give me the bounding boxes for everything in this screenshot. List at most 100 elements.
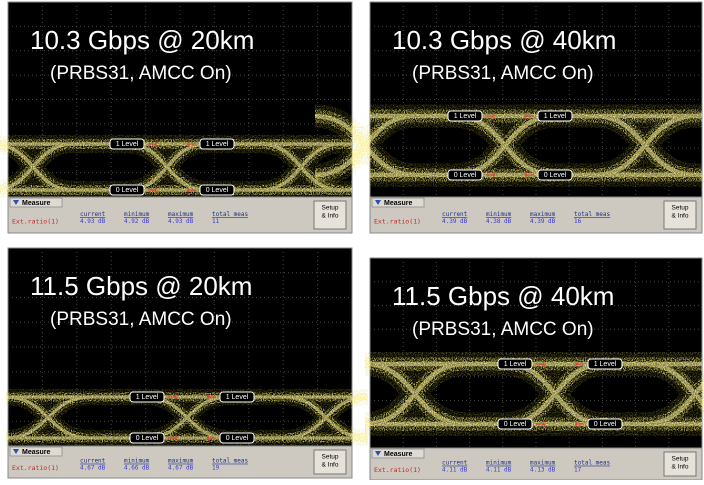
measure-value: 11	[212, 218, 220, 225]
level-marker-label: 0 Level	[206, 187, 229, 194]
level-marker-label: 1 Level	[544, 113, 567, 120]
measure-header: total meas	[212, 458, 249, 465]
scope-panel: 10.3 Gbps @ 40km (PRBS31, AMCC On) 1 Level…	[314, 1, 703, 234]
eye-trace-core	[5, 395, 369, 440]
level-marker-label: 1 Level	[116, 141, 139, 148]
measure-value: 4.66 dB	[124, 465, 150, 472]
scope-panel: 10.3 Gbps @ 20km (PRBS31, AMCC On) 1 Level…	[0, 1, 353, 234]
setup-button-label[interactable]: & Info	[672, 213, 689, 220]
measure-tab-label[interactable]: Measure	[22, 200, 51, 207]
measure-bar	[369, 447, 703, 481]
eye-diagram	[314, 104, 702, 187]
level-marker-label: 0 Level	[226, 435, 249, 442]
measure-value: 4.67 dB	[168, 465, 194, 472]
eye-trace-core	[0, 142, 352, 192]
level-marker-box	[219, 391, 255, 403]
panel-title: 11.5 Gbps @ 20km	[30, 271, 252, 301]
eye-diagram	[5, 388, 369, 447]
level-marker-label: 1 Level	[226, 394, 249, 401]
measure-value: 4.67 dB	[80, 465, 106, 472]
panel-subtitle: (PRBS31, AMCC On)	[50, 63, 232, 84]
measure-tab-label[interactable]: Measure	[22, 449, 51, 456]
measure-header: minimum	[486, 460, 512, 467]
level-marker-box	[497, 358, 533, 370]
setup-button-label[interactable]: & Info	[322, 462, 339, 469]
setup-button-label[interactable]: & Info	[672, 464, 689, 471]
level-marker-box	[537, 169, 573, 181]
setup-button[interactable]	[313, 200, 347, 230]
level-marker-label: 1 Level	[454, 113, 477, 120]
measure-tab	[371, 197, 425, 208]
measure-header: total meas	[574, 460, 611, 467]
measurement-name: Ext.ratio(1)	[12, 218, 59, 226]
measure-header: minimum	[124, 458, 150, 465]
level-marker-box	[447, 169, 483, 181]
level-marker-box	[447, 110, 483, 122]
scope-panel: 11.5 Gbps @ 40km (PRBS31, AMCC On) 1 Level…	[364, 257, 704, 481]
measure-header: total meas	[212, 211, 249, 218]
setup-button[interactable]	[663, 200, 697, 230]
measure-tab	[371, 448, 425, 459]
level-marker-label: 0 Level	[136, 435, 159, 442]
measure-value: 4.39 dB	[530, 218, 556, 225]
setup-button-label[interactable]: Setup	[672, 456, 689, 463]
scope-panel: 11.5 Gbps @ 20km (PRBS31, AMCC On) 1 Level…	[5, 247, 369, 479]
eye-diagram	[0, 134, 352, 200]
measure-tab-label[interactable]: Measure	[384, 451, 413, 458]
level-marker-label: 1 Level	[594, 361, 617, 368]
measure-header: current	[80, 211, 106, 218]
level-marker-label: 0 Level	[594, 421, 617, 428]
panel-subtitle: (PRBS31, AMCC On)	[50, 309, 232, 330]
level-marker-box	[199, 184, 235, 196]
measure-header: maximum	[168, 211, 194, 218]
setup-button-label[interactable]: Setup	[322, 205, 339, 212]
panel-subtitle: (PRBS31, AMCC On)	[412, 63, 594, 84]
measure-header: current	[442, 211, 468, 218]
measure-value: 17	[574, 467, 582, 474]
setup-button-label[interactable]: & Info	[322, 213, 339, 220]
measurement-name: Ext.ratio(1)	[374, 218, 421, 226]
panel-subtitle: (PRBS31, AMCC On)	[412, 319, 594, 340]
setup-button-label[interactable]: Setup	[672, 205, 689, 212]
measure-value: 4.38 dB	[486, 218, 512, 225]
measure-tab-label[interactable]: Measure	[384, 200, 413, 207]
measure-header: maximum	[530, 460, 556, 467]
level-marker-box	[219, 432, 255, 444]
measure-value: 4.39 dB	[442, 218, 468, 225]
setup-button[interactable]	[313, 449, 347, 475]
level-marker-label: 1 Level	[136, 394, 159, 401]
measure-header: minimum	[124, 211, 150, 218]
measure-bar	[7, 445, 353, 479]
panel-title: 11.5 Gbps @ 40km	[392, 281, 614, 311]
level-marker-box	[129, 391, 165, 403]
measurement-name: Ext.ratio(1)	[12, 464, 59, 472]
measurement-name: Ext.ratio(1)	[374, 466, 421, 474]
measure-header: maximum	[168, 458, 194, 465]
measure-bar	[369, 196, 703, 234]
level-marker-label: 1 Level	[504, 361, 527, 368]
measure-tab	[9, 446, 63, 457]
level-marker-box	[587, 358, 623, 370]
level-marker-box	[199, 138, 235, 150]
setup-button-label[interactable]: Setup	[322, 454, 339, 461]
measure-value: 4.11 dB	[442, 467, 468, 474]
measure-value: 4.11 dB	[486, 467, 512, 474]
measure-value: 4.13 dB	[530, 467, 556, 474]
measure-header: minimum	[486, 211, 512, 218]
measure-value: 4.92 dB	[124, 218, 150, 225]
level-marker-box	[537, 110, 573, 122]
eye-trace-core	[314, 113, 702, 178]
level-marker-box	[587, 418, 623, 430]
setup-button[interactable]	[663, 451, 697, 477]
panel-title: 10.3 Gbps @ 40km	[392, 25, 616, 55]
level-marker-box	[109, 184, 145, 196]
level-marker-label: 0 Level	[504, 421, 527, 428]
level-marker-box	[109, 138, 145, 150]
measure-value: 16	[574, 218, 582, 225]
level-marker-label: 1 Level	[206, 141, 229, 148]
measure-header: maximum	[530, 211, 556, 218]
measure-header: current	[442, 460, 468, 467]
level-marker-label: 0 Level	[544, 172, 567, 179]
level-marker-box	[129, 432, 165, 444]
